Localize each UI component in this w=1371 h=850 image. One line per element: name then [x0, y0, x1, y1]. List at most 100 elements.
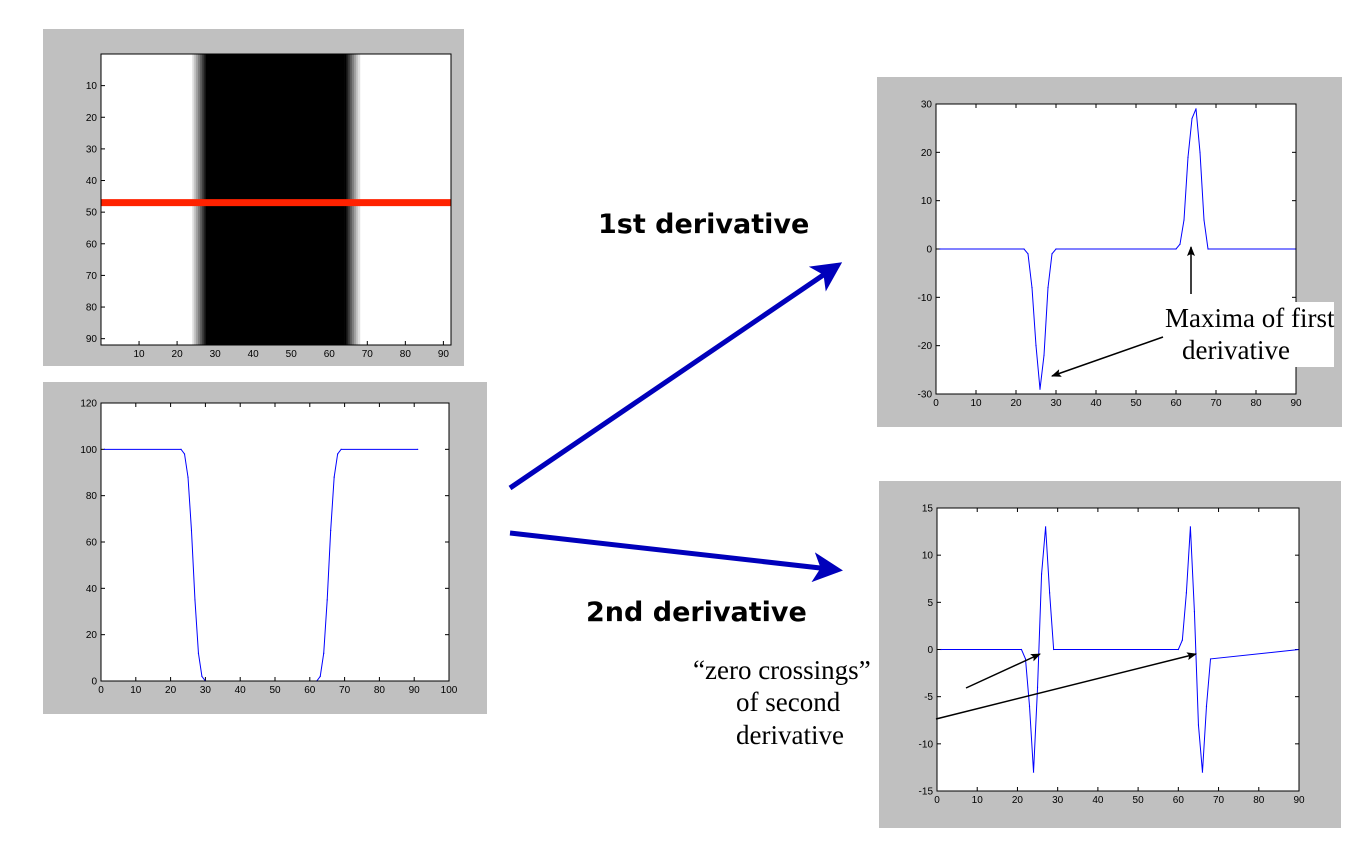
- data-point: [1049, 592, 1051, 594]
- x-tick-label: 30: [210, 349, 222, 360]
- y-tick-label: -10: [918, 293, 933, 304]
- data-point: [1036, 686, 1039, 688]
- y-tick-label: 10: [922, 551, 934, 562]
- data-point: [1209, 658, 1212, 660]
- data-point: [333, 476, 335, 478]
- y-tick-label: 90: [86, 334, 98, 345]
- y-tick-label: 20: [86, 113, 98, 124]
- data-point: [1203, 219, 1205, 221]
- data-point: [190, 529, 193, 532]
- x-tick-label: 0: [98, 685, 104, 696]
- data-point: [1053, 648, 1055, 651]
- y-tick-label: 80: [86, 491, 98, 502]
- zero-crossings-line-1: “zero crossings”: [693, 654, 871, 687]
- y-tick-label: 0: [91, 677, 97, 688]
- x-tick-label: 60: [1173, 795, 1185, 806]
- x-tick-label: 10: [970, 398, 982, 409]
- data-point: [1187, 156, 1189, 158]
- x-tick-label: 10: [130, 685, 142, 696]
- data-point: [940, 648, 942, 651]
- data-point: [1047, 287, 1049, 289]
- y-tick-label: -15: [919, 787, 934, 798]
- x-tick-label: 50: [1130, 398, 1142, 409]
- data-point: [323, 652, 325, 654]
- data-point: [201, 675, 203, 677]
- y-tick-label: 120: [80, 399, 97, 410]
- data-point: [1043, 354, 1045, 356]
- first-derivative-label: 1st derivative: [598, 209, 810, 240]
- maxima-line-1: Maxima of first: [1165, 303, 1335, 333]
- data-point: [1197, 724, 1200, 726]
- maxima-line-2: derivative: [1182, 335, 1290, 366]
- x-tick-label: 0: [933, 398, 939, 409]
- y-tick-label: -30: [918, 390, 933, 401]
- x-tick-label: 80: [374, 685, 386, 696]
- data-point: [183, 453, 186, 455]
- data-point: [1179, 243, 1181, 245]
- x-tick-label: 80: [400, 349, 412, 360]
- x-tick-label: 80: [1253, 795, 1265, 806]
- data-point: [1039, 388, 1041, 390]
- x-tick-label: 20: [1012, 795, 1024, 806]
- x-tick-label: 30: [200, 685, 212, 696]
- data-point: [1020, 648, 1023, 651]
- x-tick-label: 40: [1090, 398, 1102, 409]
- data-point: [1024, 658, 1027, 660]
- data-point: [1023, 248, 1025, 250]
- axes-frame: [100, 402, 450, 682]
- data-point: [1195, 108, 1197, 110]
- x-tick-label: 70: [362, 349, 374, 360]
- image-panel: 10 20 30 40 50 60 70 80 90 10 20 30 40 50 60 70 80 90: [43, 29, 464, 366]
- data-point: [1205, 705, 1208, 707]
- y-tick-label: 40: [86, 584, 98, 595]
- y-tick-label: 40: [86, 176, 98, 187]
- data-point: [1031, 287, 1033, 289]
- y-tick-label: 20: [86, 630, 98, 641]
- data-point: [1201, 771, 1204, 773]
- y-tick-label: 5: [927, 598, 933, 609]
- data-point: [337, 453, 339, 455]
- profile-panel: 0 10 20 30 40 50 60 70 80 90 100 0 20 40 60 80 100 120: [43, 382, 487, 714]
- x-tick-label: 70: [1213, 795, 1225, 806]
- data-point: [1035, 345, 1037, 347]
- x-tick-label: 90: [1293, 795, 1305, 806]
- y-tick-label: 15: [922, 504, 934, 515]
- y-tick-label: -5: [924, 692, 933, 703]
- first-derivative-panel: 0 10 20 30 40 50 60 70 80 90 -30 -20 -10 0 10 20 30: [877, 77, 1342, 427]
- x-tick-label: 50: [286, 349, 298, 360]
- x-tick-label: 20: [165, 685, 177, 696]
- zero-crossings-line-2: of second: [736, 687, 841, 718]
- x-tick-label: 80: [1250, 398, 1262, 409]
- data-point: [939, 248, 941, 250]
- x-tick-label: 60: [324, 349, 336, 360]
- zero-crossings-line-3: derivative: [736, 719, 844, 750]
- data-point: [1032, 771, 1035, 773]
- x-tick-label: 10: [133, 349, 145, 360]
- y-tick-label: 60: [86, 538, 98, 549]
- x-tick-label: 20: [172, 349, 184, 360]
- data-point: [1189, 526, 1191, 528]
- y-tick-label: 30: [921, 100, 933, 111]
- second-derivative-chart: 0 10 20 30 40 50 60 70 80 90 -15 -10 -5 0 5 10 15: [919, 504, 1305, 807]
- x-tick-label: 40: [1092, 795, 1104, 806]
- data-point: [417, 448, 419, 450]
- data-point: [1191, 117, 1193, 120]
- maxima-annotation: Maxima of first derivative: [1165, 302, 1335, 367]
- y-tick-label: 50: [86, 208, 98, 219]
- data-point: [326, 599, 328, 601]
- x-tick-label: 40: [235, 685, 247, 696]
- zero-crossings-annotation: “zero crossings” of second derivative: [693, 654, 871, 751]
- x-tick-label: 90: [409, 685, 421, 696]
- y-tick-label: -10: [919, 739, 934, 750]
- x-tick-label: 20: [1010, 398, 1022, 409]
- y-tick-label: 10: [921, 196, 933, 207]
- x-tick-label: 10: [972, 795, 984, 806]
- data-point: [330, 529, 332, 532]
- x-tick-label: 0: [934, 795, 940, 806]
- data-point: [1199, 151, 1201, 153]
- data-point: [1193, 611, 1196, 613]
- y-tick-label: 30: [86, 144, 98, 155]
- y-tick-label: 20: [921, 148, 933, 159]
- data-point: [1051, 253, 1053, 255]
- data-point: [197, 652, 200, 654]
